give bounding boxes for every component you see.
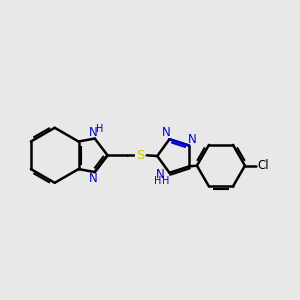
Text: H: H — [161, 176, 169, 185]
Text: N: N — [88, 126, 98, 139]
Text: N: N — [156, 168, 165, 181]
Text: N: N — [161, 126, 170, 140]
Text: N: N — [188, 133, 196, 146]
Text: H: H — [154, 176, 162, 185]
Text: N: N — [88, 172, 98, 184]
Text: S: S — [136, 149, 145, 162]
Text: Cl: Cl — [257, 159, 269, 172]
Text: H: H — [96, 124, 103, 134]
